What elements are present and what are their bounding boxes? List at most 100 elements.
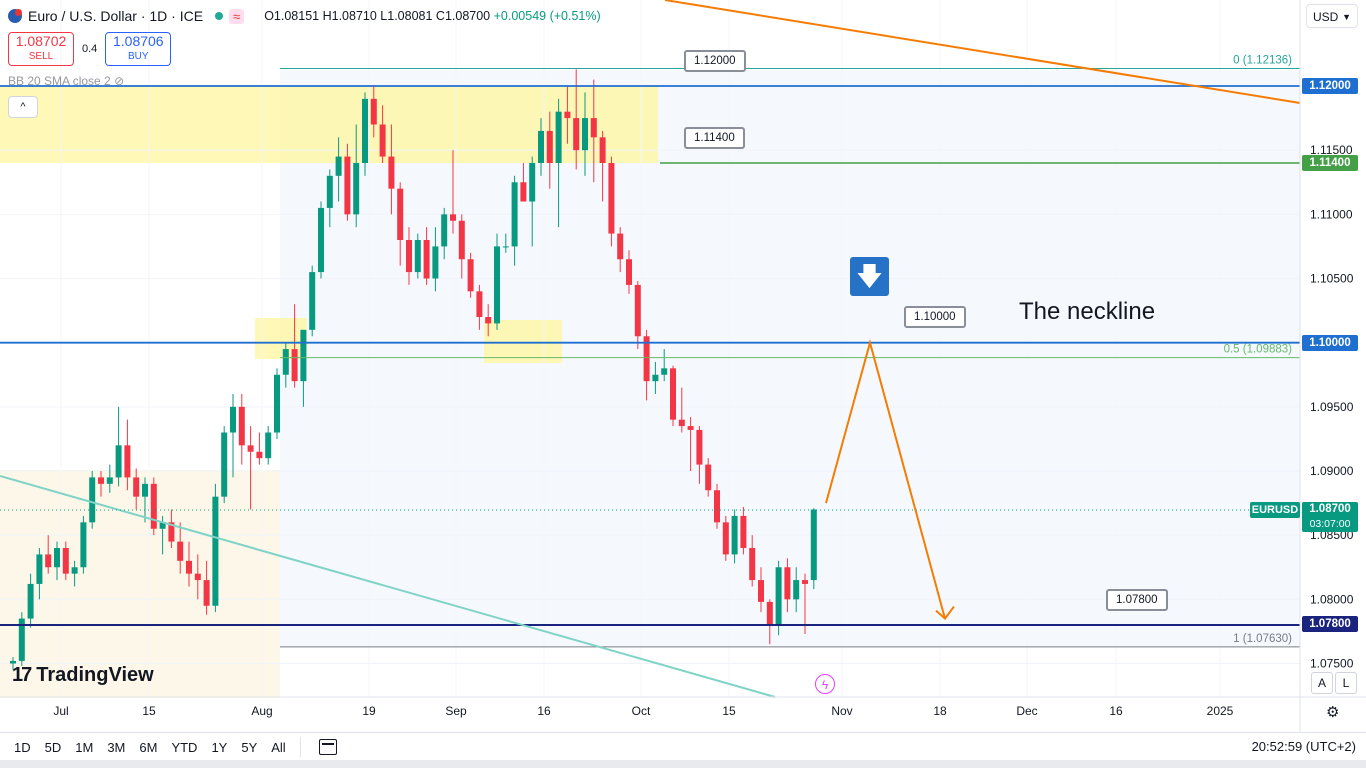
candle-body: [186, 560, 192, 574]
candle-body: [634, 284, 641, 337]
callout-110[interactable]: 1.10000: [904, 306, 966, 328]
candle-body: [142, 483, 148, 497]
candle-body: [177, 541, 184, 561]
tradingview-mark-icon: 17: [12, 664, 32, 686]
candle-body: [326, 175, 333, 208]
price-tick-label: 1.08000: [1310, 592, 1354, 606]
candle-body: [10, 660, 16, 664]
candle-body: [749, 548, 756, 581]
candle-body: [335, 156, 342, 176]
callout-1114[interactable]: 1.11400: [684, 127, 745, 149]
log-scale-button[interactable]: L: [1335, 672, 1357, 694]
arrow-down-icon[interactable]: 🡇: [850, 257, 889, 296]
candle-body: [124, 445, 131, 478]
candle-body: [203, 580, 210, 606]
candle-body: [27, 583, 34, 619]
candle-body: [538, 130, 544, 163]
price-tick-label: 1.11500: [1310, 143, 1353, 157]
candle-body: [54, 548, 60, 568]
open-value: O1.08151: [264, 9, 320, 23]
candle-body: [397, 188, 404, 240]
candle-body: [89, 477, 96, 523]
candles: [10, 69, 817, 670]
calendar-icon[interactable]: [318, 739, 337, 755]
price-tag-112: 1.12000: [1302, 78, 1358, 94]
candle-body: [106, 477, 113, 484]
candle-body: [282, 349, 289, 375]
candle-body: [36, 554, 43, 584]
time-tick-label: Aug: [251, 704, 272, 718]
timeframe-1y[interactable]: 1Y: [211, 739, 228, 755]
timeframe-5y[interactable]: 5Y: [241, 739, 258, 755]
timeframe-1m[interactable]: 1M: [75, 739, 94, 755]
time-axis[interactable]: Jul 15 Aug 19 Sep 16 Oct 15 Nov 18 Dec 16 2025: [53, 704, 1233, 718]
price-tick-label: 1.09000: [1310, 464, 1354, 478]
timeframe-ytd[interactable]: YTD: [171, 739, 198, 755]
timeframe-3m[interactable]: 3M: [107, 739, 126, 755]
callout-1078[interactable]: 1.07800: [1106, 589, 1168, 611]
orange-trendline[interactable]: [664, 0, 1301, 104]
candle-body: [722, 522, 729, 555]
timeframe-6m[interactable]: 6M: [139, 739, 158, 755]
candle-body: [502, 246, 509, 248]
timeframe-all[interactable]: All: [271, 739, 286, 755]
candle-body: [784, 567, 791, 600]
indicator-name: BB 20 SMA close 2: [8, 74, 111, 88]
candle-body: [705, 464, 712, 491]
price-tag-1078: 1.07800: [1302, 616, 1358, 632]
neckline-text[interactable]: The neckline: [1019, 298, 1156, 325]
buy-price: 1.08706: [112, 33, 164, 49]
price-tick-label: 1.09500: [1310, 400, 1354, 414]
candle-body: [318, 207, 324, 273]
buy-button[interactable]: 1.08706 BUY: [105, 32, 172, 66]
candle-body: [432, 246, 439, 279]
gear-icon[interactable]: ⚙: [1326, 704, 1340, 721]
timeframe-5d[interactable]: 5D: [44, 739, 62, 755]
fib-label: 0.5 (1.09883): [1224, 344, 1293, 356]
candle-body: [626, 259, 632, 285]
candle-body: [406, 240, 412, 273]
fib-label: 1 (1.07630): [1233, 633, 1292, 645]
teal-trendline[interactable]: [0, 475, 776, 698]
projection-path[interactable]: [825, 338, 946, 619]
candle-body: [150, 483, 157, 529]
time-tick-label: Jul: [53, 704, 68, 718]
toolbar-divider: [299, 737, 301, 757]
candle-body: [546, 130, 553, 163]
timeframe-1d[interactable]: 1D: [14, 739, 31, 755]
clock[interactable]: 20:52:59 (UTC+2): [1251, 739, 1356, 754]
collapse-legend-button[interactable]: ^: [8, 96, 38, 118]
timeframe-list: 1D 5D 1M 3M 6M YTD 1Y 5Y All: [0, 740, 286, 755]
currency-selector[interactable]: USD ▼: [1306, 4, 1358, 28]
last-price-badge: 1.08700 03:07:00: [1302, 502, 1358, 532]
candle-body: [529, 163, 536, 202]
auto-scale-button[interactable]: A: [1311, 672, 1333, 694]
tradingview-wordmark: TradingView: [36, 664, 154, 686]
candle-body: [555, 111, 562, 163]
candle-body: [238, 406, 245, 446]
candle-body: [247, 445, 254, 452]
candle-body: [221, 432, 228, 497]
tradingview-logo[interactable]: 17 TradingView: [12, 664, 154, 687]
wave-icon[interactable]: ≈: [229, 8, 245, 24]
candle-body: [670, 368, 676, 420]
high-value: H1.08710: [322, 9, 377, 23]
candle-body: [652, 374, 659, 382]
candle-body: [388, 156, 395, 189]
sell-label: SELL: [28, 51, 54, 62]
candle-body: [802, 580, 808, 584]
callout-112[interactable]: 1.12000: [684, 50, 746, 72]
sell-button[interactable]: 1.08702 SELL: [8, 32, 74, 66]
candle-body: [775, 567, 782, 625]
lightning-icon[interactable]: ϟ: [815, 674, 835, 694]
candle-body: [573, 118, 580, 151]
bottom-strip: [0, 760, 1366, 768]
candle-body: [379, 124, 386, 157]
indicator-label[interactable]: BB 20 SMA close 2 ⊘: [8, 74, 124, 88]
candle-body: [617, 233, 624, 260]
symbol-title[interactable]: Euro / U.S. Dollar · 1D · ICE: [28, 8, 204, 24]
eye-hidden-icon[interactable]: ⊘: [114, 74, 125, 88]
candle-body: [766, 601, 773, 625]
candle-body: [740, 515, 747, 548]
